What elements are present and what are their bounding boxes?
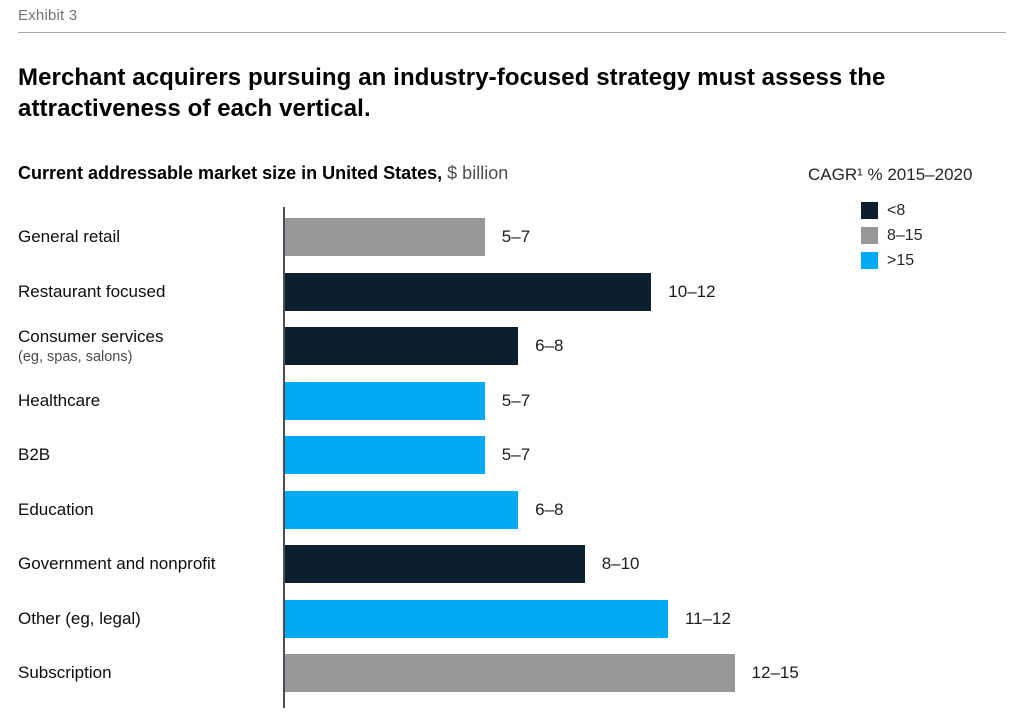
legend-title: CAGR¹ % 2015–2020 [808, 165, 973, 184]
legend-swatch [861, 227, 878, 244]
category-label: Other (eg, legal) [18, 608, 141, 628]
y-axis-line [283, 207, 285, 708]
chart-row: Education 6–8 [18, 490, 1008, 529]
bar-cell: 5–7 [285, 381, 1008, 420]
bar-value-label: 6–8 [535, 499, 564, 519]
bar-cell: 8–10 [285, 545, 1008, 583]
category-label: B2B [18, 445, 51, 464]
bar-value-label: 11–12 [684, 608, 731, 628]
chart-subtitle-text: Current addressable market size in Unite… [18, 163, 443, 183]
chart-row: Consumer services (eg, spas, salons) 6–8 [18, 327, 1008, 365]
chart-row: Healthcare 5–7 [18, 381, 1008, 420]
category-label: Subscription [18, 663, 112, 682]
bar-cell: 6–8 [285, 327, 1008, 365]
category-label: Government and nonprofit [18, 554, 216, 573]
bar [285, 272, 652, 311]
chart-row: Subscription 12–15 [18, 654, 1008, 692]
bar [285, 381, 485, 420]
bar [285, 327, 519, 365]
legend-item-label: >15 [887, 251, 915, 269]
bar-cell: 5–7 [285, 436, 1008, 474]
category-label: Restaurant focused [18, 281, 166, 301]
category-label: Education [18, 499, 94, 519]
bar [285, 436, 485, 474]
category-label: General retail [18, 227, 121, 246]
bar [285, 490, 519, 529]
chart-rows: General retail 5–7 Restaurant focused 10… [18, 207, 1008, 692]
bar-value-label: 12–15 [751, 663, 799, 682]
category-sublabel: (eg, spas, salons) [18, 348, 133, 365]
legend-item: >15 [861, 252, 1008, 269]
bar-cell: 11–12 [285, 599, 1008, 638]
bar-cell: 6–8 [285, 490, 1008, 529]
bar-cell: 5–7 [285, 218, 1008, 256]
legend-item: <8 [861, 202, 1008, 219]
legend-item-label: 8–15 [887, 226, 923, 244]
exhibit-number-label: Exhibit 3 [18, 7, 78, 24]
category-label-wrap: Education [18, 491, 285, 529]
legend-item: 8–15 [861, 227, 1008, 244]
category-label: Healthcare [18, 390, 101, 410]
chart-subtitle-unit: $ billion [447, 163, 509, 183]
category-label-wrap: Government and nonprofit [18, 545, 285, 583]
bar-cell: 12–15 [285, 654, 1008, 692]
legend-swatch [861, 202, 878, 219]
bar [285, 599, 668, 638]
chart-row: General retail 5–7 [18, 218, 1008, 256]
bar-value-label: 5–7 [501, 445, 531, 464]
bar [285, 218, 485, 256]
bar-value-label: 10–12 [668, 281, 716, 301]
chart-row: Restaurant focused 10–12 [18, 272, 1008, 311]
chart-legend: CAGR¹ % 2015–2020 <8 8–15 >15 [808, 165, 1008, 277]
bar-value-label: 5–7 [501, 390, 531, 410]
chart-row: Other (eg, legal) 11–12 [18, 599, 1008, 638]
legend-items: <8 8–15 >15 [861, 202, 1008, 269]
category-label-wrap: Restaurant focused [18, 273, 285, 311]
header-divider [18, 32, 1006, 33]
legend-item-label: <8 [887, 201, 906, 219]
category-label-wrap: B2B [18, 436, 285, 474]
category-label-wrap: Subscription [18, 654, 285, 692]
bar-value-label: 6–8 [535, 336, 564, 355]
category-label-wrap: Consumer services (eg, spas, salons) [18, 327, 285, 365]
category-label-wrap: Healthcare [18, 382, 285, 420]
bar-value-label: 8–10 [601, 554, 640, 573]
chart-subtitle: Current addressable market size in Unite… [18, 163, 508, 184]
bar [285, 654, 735, 692]
bar-value-label: 5–7 [501, 227, 531, 246]
bar-chart: General retail 5–7 Restaurant focused 10… [18, 207, 1008, 708]
category-label-wrap: Other (eg, legal) [18, 600, 285, 638]
chart-row: Government and nonprofit 8–10 [18, 545, 1008, 583]
page-title: Merchant acquirers pursuing an industry-… [18, 64, 886, 122]
category-label-wrap: General retail [18, 218, 285, 256]
bar-cell: 10–12 [285, 272, 1008, 311]
legend-swatch [861, 252, 878, 269]
bar [285, 545, 585, 583]
chart-row: B2B 5–7 [18, 436, 1008, 474]
category-label: Consumer services [18, 326, 164, 346]
